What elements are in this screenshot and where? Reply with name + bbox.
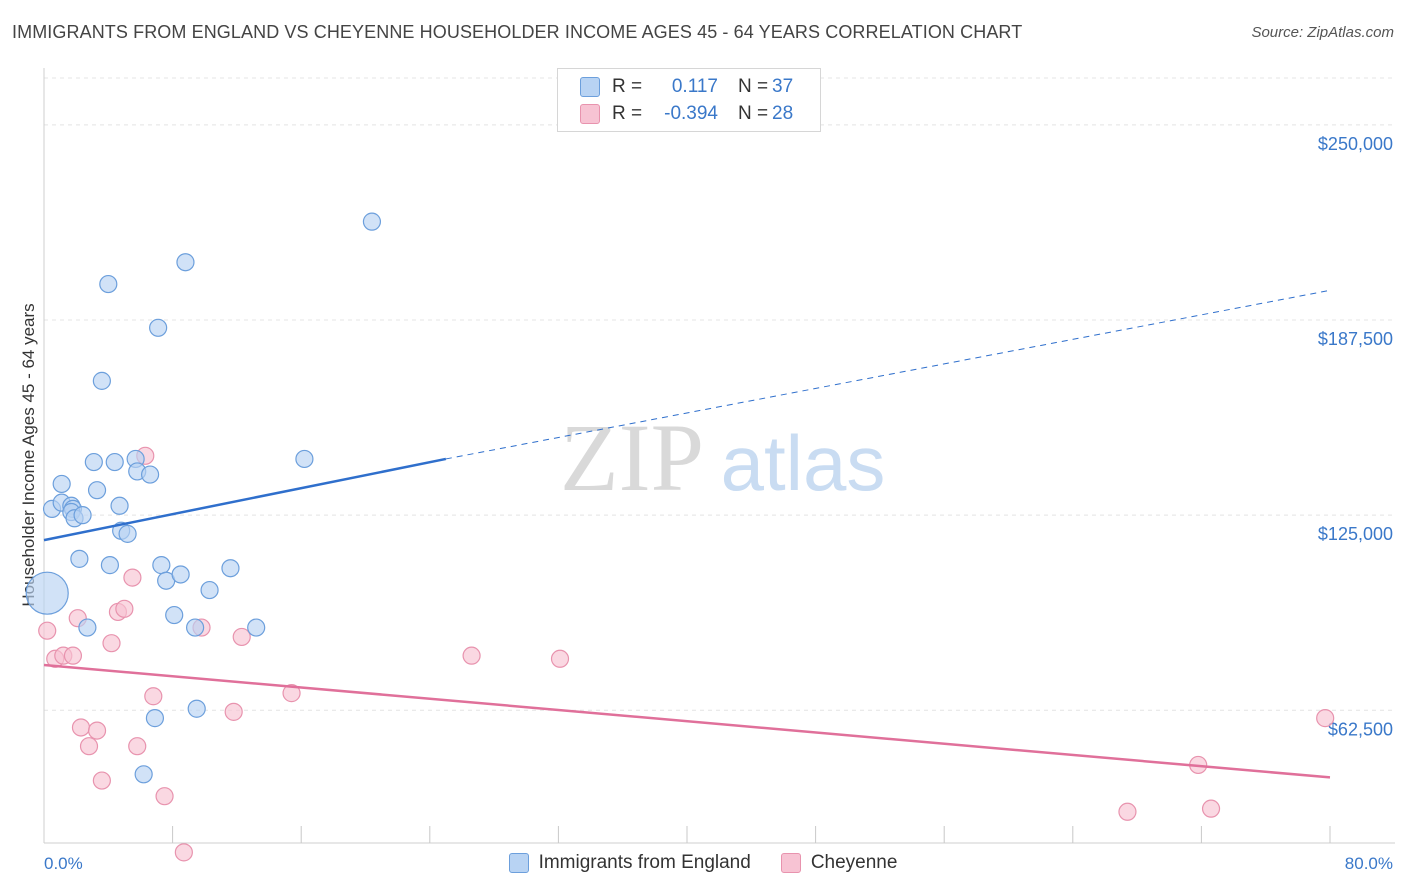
cheyenne-point	[79, 737, 99, 756]
england-point	[247, 618, 266, 637]
england-point	[84, 452, 103, 472]
cheyenne-point	[232, 627, 251, 647]
legend-n-label: N =	[738, 103, 769, 124]
y-axis-label: Householder Income Ages 45 - 64 years	[19, 303, 38, 606]
cheyenne-point	[92, 771, 111, 790]
england-point	[92, 371, 111, 390]
england-point	[105, 452, 124, 472]
chart-title: IMMIGRANTS FROM ENGLAND VS CHEYENNE HOUS…	[12, 22, 1023, 42]
england-point	[73, 506, 92, 525]
legend-r-value: -0.394	[664, 103, 718, 124]
england-point	[87, 481, 107, 500]
cheyenne-point	[144, 687, 163, 706]
england-point	[152, 556, 171, 575]
cheyenne-point	[1201, 799, 1221, 818]
legend-swatch-cheyenne	[580, 104, 600, 124]
england-point	[52, 474, 71, 494]
england-point	[118, 524, 137, 543]
england-point	[176, 253, 195, 272]
series-legend: Immigrants from England Cheyenne	[0, 852, 1406, 874]
england-trend-line	[43, 457, 447, 542]
england-point	[78, 618, 97, 637]
england-point	[200, 580, 219, 600]
england-point	[171, 565, 190, 584]
legend-r-label: R =	[612, 103, 643, 124]
england-points	[25, 212, 382, 784]
y-tick-label: $187,500	[1318, 329, 1393, 349]
england-point	[145, 709, 165, 728]
england-trend-extension	[445, 289, 1331, 460]
y-tick-label: $62,500	[1328, 719, 1393, 739]
legend-r-label: R =	[612, 76, 643, 97]
correlation-legend: R = 0.117 N = 37 R = -0.394 N = 28	[557, 68, 821, 132]
england-point	[140, 465, 160, 484]
cheyenne-points	[38, 446, 1335, 862]
cheyenne-point	[128, 737, 147, 756]
series-swatch-cheyenne	[780, 853, 801, 873]
england-point	[134, 765, 153, 784]
cheyenne-trend-line	[43, 663, 1331, 779]
series-swatch-england	[508, 853, 529, 873]
trend-lines	[43, 289, 1331, 779]
cheyenne-point	[102, 634, 121, 653]
legend-r-value: 0.117	[671, 76, 718, 97]
legend-row-england: R = 0.117 N = 37	[580, 75, 793, 99]
cheyenne-point	[550, 649, 570, 668]
england-point	[221, 559, 240, 578]
england-point	[99, 274, 118, 294]
x-tick-label-start: 0.0%	[44, 854, 83, 873]
england-point-large	[25, 571, 69, 615]
series-label-cheyenne: Cheyenne	[810, 852, 898, 873]
cheyenne-point	[462, 646, 481, 665]
axes	[43, 68, 1395, 844]
series-legend-cheyenne: Cheyenne	[780, 852, 898, 874]
england-point	[70, 549, 89, 568]
y-tick-label: $125,000	[1318, 524, 1393, 544]
cheyenne-point	[115, 599, 134, 618]
england-point	[100, 556, 120, 575]
legend-n-label: N =	[738, 76, 769, 97]
england-point	[362, 212, 382, 231]
cheyenne-point	[155, 787, 174, 806]
series-label-england: Immigrants from England	[538, 852, 751, 873]
cheyenne-point	[174, 843, 193, 862]
legend-n-value: 28	[772, 103, 794, 124]
series-legend-england: Immigrants from England	[508, 852, 751, 874]
watermark-atlas: atlas	[721, 419, 886, 507]
cheyenne-point	[38, 621, 57, 640]
cheyenne-point	[1118, 802, 1137, 821]
x-tick-label-end: 80.0%	[1345, 854, 1393, 873]
england-point	[165, 605, 184, 625]
grid-lines	[44, 77, 1395, 711]
watermark-zip: ZIP	[560, 404, 704, 511]
y-tick-labels: $62,500 $125,000 $187,500 $250,000	[1318, 134, 1393, 739]
y-tick-label: $250,000	[1318, 134, 1393, 154]
england-point	[187, 699, 206, 718]
cheyenne-point	[87, 721, 107, 740]
england-point	[110, 496, 129, 515]
england-point	[149, 318, 168, 337]
legend-row-cheyenne: R = -0.394 N = 28	[580, 102, 793, 126]
england-point	[186, 618, 205, 637]
cheyenne-point	[224, 702, 243, 721]
source-label: Source: ZipAtlas.com	[1251, 24, 1394, 41]
legend-n-value: 37	[772, 76, 794, 97]
cheyenne-point	[71, 718, 91, 737]
cheyenne-point	[63, 646, 83, 665]
legend-swatch-england	[580, 77, 600, 97]
cheyenne-point	[1316, 709, 1335, 728]
cheyenne-point	[282, 684, 301, 703]
cheyenne-point	[123, 568, 142, 587]
watermark: ZIP atlas	[560, 404, 885, 511]
england-point	[295, 449, 314, 469]
